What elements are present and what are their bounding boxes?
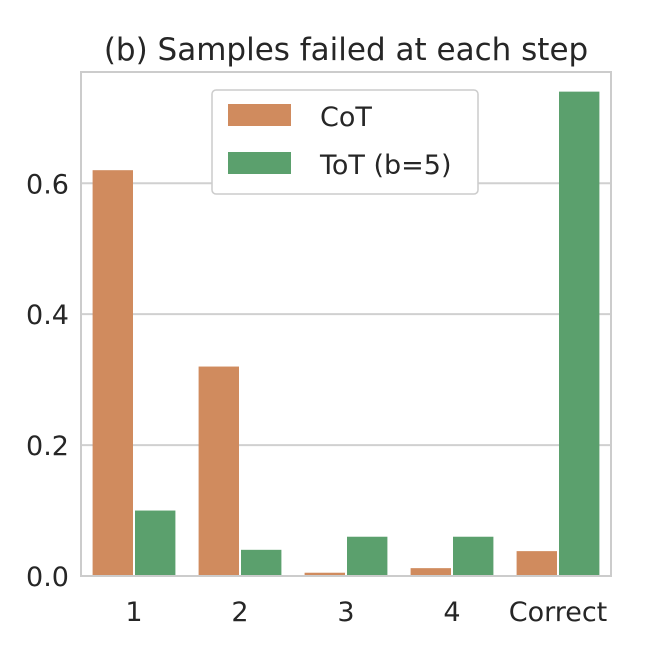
x-tick-label: 3 — [337, 597, 354, 628]
bar-cot-2 — [198, 366, 239, 576]
y-tick-label: 0.2 — [26, 431, 69, 462]
legend-swatch-tot — [228, 152, 291, 174]
grid-lines — [81, 182, 611, 447]
x-tick-label: 2 — [231, 597, 248, 628]
y-axis-ticks: 0.0 0.2 0.4 0.6 — [26, 169, 69, 593]
legend: CoT ToT (b=5) — [211, 89, 479, 195]
x-tick-label: Correct — [509, 597, 608, 628]
bars — [92, 91, 600, 577]
x-tick-label: 1 — [125, 597, 142, 628]
x-tick-label: 4 — [443, 597, 460, 628]
y-tick-label: 0.4 — [26, 300, 69, 331]
bar-tot-2 — [241, 549, 282, 576]
bar-tot-1 — [135, 510, 176, 576]
legend-label-cot: CoT — [320, 102, 372, 133]
chart-title: (b) Samples failed at each step — [104, 32, 588, 68]
legend-swatch-cot — [228, 104, 291, 126]
bar-cot-4 — [410, 568, 451, 576]
plot-frame — [80, 71, 612, 577]
bar-tot-4 — [453, 536, 494, 576]
y-tick-label: 0.0 — [26, 562, 69, 593]
bar-tot-correct — [559, 91, 600, 577]
bar-cot-correct — [516, 551, 557, 576]
bar-cot-1 — [92, 170, 133, 576]
bar-cot-3 — [304, 572, 345, 576]
x-axis-ticks: 1 2 3 4 Correct — [125, 597, 607, 628]
bar-tot-3 — [347, 536, 388, 576]
y-tick-label: 0.6 — [26, 169, 69, 200]
legend-label-tot: ToT (b=5) — [319, 150, 452, 181]
